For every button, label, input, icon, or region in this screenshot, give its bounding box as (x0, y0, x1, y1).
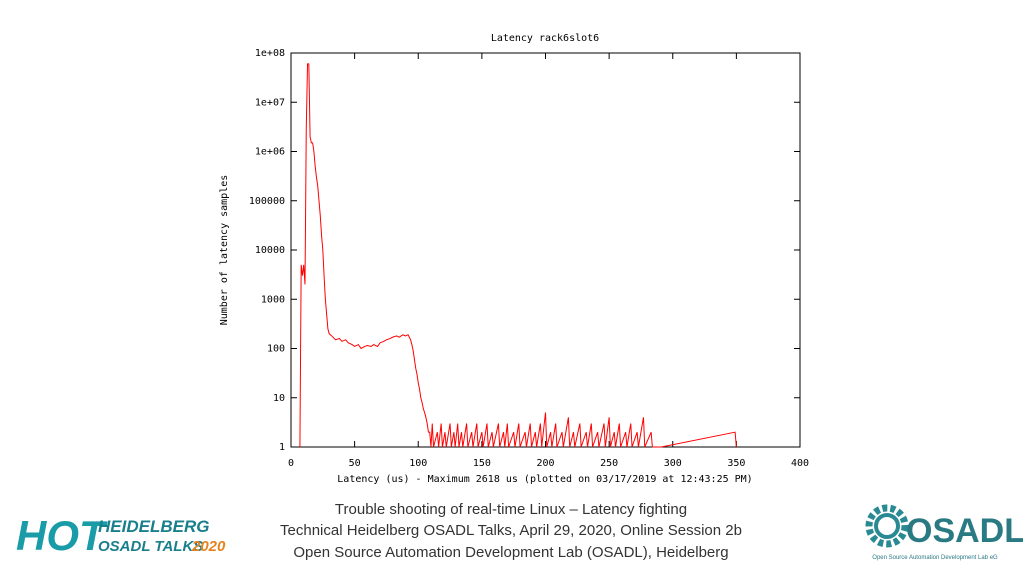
footer-line: Technical Heidelberg OSADL Talks, April … (280, 522, 742, 539)
logo-name: OSADL (906, 512, 1023, 550)
series-line (299, 63, 737, 448)
y-tick-label: 1000 (261, 294, 285, 305)
y-tick-label: 100000 (249, 196, 285, 207)
x-tick-label: 300 (664, 458, 682, 469)
x-tick-label: 400 (791, 458, 809, 469)
y-tick-label: 10 (273, 393, 285, 404)
logo-hot: HOT (16, 512, 108, 559)
x-tick-label: 50 (349, 458, 361, 469)
logo-left: HOT HEIDELBERG OSADL TALKS 2020 (16, 512, 226, 559)
logo-tagline: Open Source Automation Development Lab e… (872, 555, 998, 561)
plot-frame (290, 52, 801, 448)
x-tick-label: 150 (473, 458, 491, 469)
logo-gear (865, 504, 909, 548)
chart-title: Latency rack6slot6 (491, 33, 599, 44)
logo-gear (874, 513, 900, 539)
y-tick-label: 1e+08 (255, 48, 285, 59)
y-tick-label: 1e+06 (255, 147, 285, 158)
x-tick-label: 350 (727, 458, 745, 469)
x-tick-label: 100 (409, 458, 427, 469)
y-axis-label: Number of latency samples (219, 175, 230, 326)
footer-line: Open Source Automation Development Lab (… (293, 544, 728, 561)
x-tick-label: 200 (536, 458, 554, 469)
y-tick-label: 10000 (255, 245, 285, 256)
logo-text: HEIDELBERG (98, 517, 209, 536)
footer-line: Trouble shooting of real-time Linux – La… (335, 501, 687, 518)
x-tick-label: 0 (288, 458, 294, 469)
logo-year: 2020 (191, 538, 226, 555)
logo-text: OSADL TALKS (98, 538, 203, 555)
x-tick-label: 250 (600, 458, 618, 469)
y-tick-label: 1 (279, 442, 285, 453)
y-tick-label: 100 (267, 344, 285, 355)
logo-right: OSADL Open Source Automation Development… (865, 504, 1023, 561)
x-axis-label: Latency (us) - Maximum 2618 us (plotted … (337, 474, 752, 485)
y-tick-label: 1e+07 (255, 97, 285, 108)
